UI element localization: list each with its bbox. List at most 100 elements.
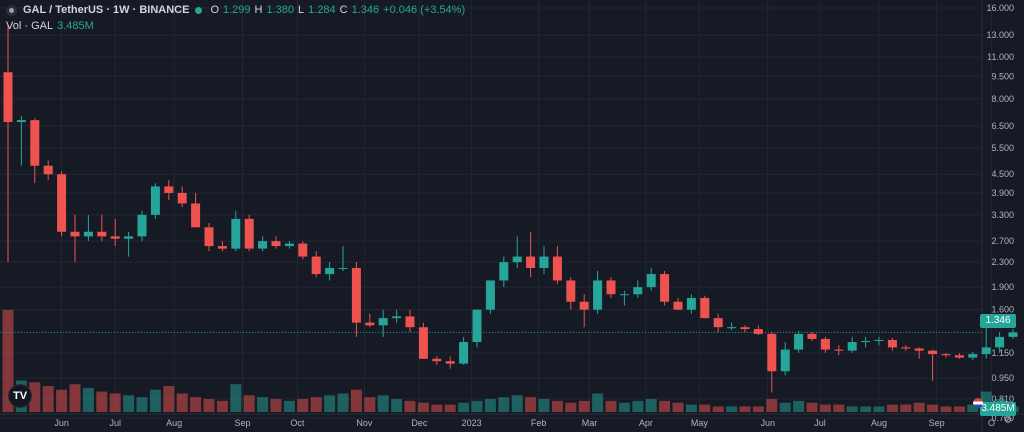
candle-body — [472, 309, 482, 343]
volume-bar — [779, 402, 791, 412]
volume-bar — [913, 402, 925, 412]
y-tick-label: 1.150 — [991, 348, 1014, 358]
volume-bar — [927, 404, 939, 412]
candle-body — [351, 267, 361, 323]
volume-bar — [2, 310, 14, 412]
volume-bar — [69, 384, 81, 412]
y-tick-label: 0.810 — [991, 394, 1014, 404]
volume-bar — [123, 395, 135, 412]
volume-label: Vol · GAL — [6, 20, 54, 32]
symbol-title[interactable]: GAL / TetherUS · 1W · BINANCE — [23, 4, 190, 16]
candle-body — [3, 72, 13, 123]
x-tick-label: O — [988, 418, 995, 428]
gal-coin-icon — [6, 4, 17, 16]
candle-body — [874, 339, 884, 341]
volume-badge: 3.485M — [980, 402, 1016, 416]
gear-icon[interactable]: ⚙ — [1003, 415, 1013, 426]
volume-bar — [565, 402, 577, 412]
x-tick-label: Nov — [356, 418, 373, 428]
candle-body — [713, 318, 723, 328]
volume-value: 3.485M — [57, 20, 94, 32]
candle-body — [566, 280, 576, 302]
volume-bar — [377, 395, 389, 412]
candle-body — [392, 316, 402, 319]
volume-bar — [230, 384, 242, 412]
volume-bar — [82, 387, 94, 412]
candle-body — [861, 340, 871, 343]
volume-bar — [310, 397, 322, 412]
volume-bar — [364, 397, 376, 412]
x-tick-label: Feb — [531, 418, 547, 428]
candle-body — [512, 256, 522, 263]
candle-body — [794, 333, 804, 350]
volume-bar — [940, 406, 952, 412]
x-tick-label: Jul — [109, 418, 121, 428]
candle-body — [311, 256, 321, 275]
volume-bar — [42, 386, 54, 412]
candle-body — [150, 186, 160, 215]
y-tick-label: 3.900 — [991, 188, 1014, 198]
y-tick-label: 6.500 — [991, 121, 1014, 131]
candle-body — [485, 280, 495, 310]
candle-body — [646, 274, 656, 288]
candle-body — [284, 243, 294, 247]
y-tick-label: 9.500 — [991, 71, 1014, 81]
volume-bar — [538, 399, 550, 412]
volume-bar — [176, 393, 188, 412]
candle-body — [137, 214, 147, 237]
candle-body — [593, 280, 603, 310]
volume-legend[interactable]: Vol · GAL 3.485M — [6, 20, 94, 32]
volume-bar — [632, 400, 644, 412]
volume-bar — [498, 397, 510, 412]
y-tick-label: 2.700 — [991, 236, 1014, 246]
volume-bar — [980, 391, 992, 412]
candle-body — [164, 186, 174, 193]
volume-bar — [471, 400, 483, 412]
candle-body — [231, 218, 241, 249]
candle-body — [673, 301, 683, 310]
volume-bar — [699, 404, 711, 412]
candle-body — [660, 274, 670, 302]
y-tick-label: 3.300 — [991, 210, 1014, 220]
candle-body — [43, 165, 53, 175]
y-tick-label: 13.000 — [986, 30, 1014, 40]
candle-body — [820, 338, 830, 350]
y-tick-label: 5.500 — [991, 143, 1014, 153]
high-label: H — [254, 4, 263, 16]
volume-bar — [592, 393, 604, 412]
close-value: 1.346 — [351, 4, 380, 16]
volume-bar — [444, 404, 456, 412]
us-flag-icon[interactable] — [973, 398, 983, 408]
candle-body — [271, 241, 281, 247]
x-tick-label: Oct — [290, 418, 305, 428]
volume-bar — [163, 386, 175, 412]
candle-body — [780, 349, 790, 372]
volume-bar — [190, 397, 202, 412]
volume-bar — [350, 389, 362, 412]
y-tick-label: 1.600 — [991, 305, 1014, 315]
candle-body — [579, 301, 589, 310]
close-label: C — [339, 4, 348, 16]
tradingview-logo[interactable]: TV — [8, 384, 32, 408]
candle-body — [97, 231, 107, 237]
y-tick-label: 16.000 — [986, 3, 1014, 13]
volume-bar — [136, 397, 148, 412]
candle-body — [499, 262, 509, 281]
candle-body — [740, 327, 750, 330]
volume-bar — [846, 406, 858, 412]
volume-bar — [551, 400, 563, 412]
candle-body — [954, 355, 964, 358]
y-tick-label: 0.700 — [991, 413, 1014, 423]
candle-body — [834, 349, 844, 351]
candle-body — [633, 287, 643, 295]
candle-body — [405, 316, 415, 328]
high-value: 1.380 — [266, 4, 295, 16]
y-tick-label: 2.300 — [991, 257, 1014, 267]
volume-bar — [525, 397, 537, 412]
candle-body — [753, 329, 763, 334]
volume-bar — [431, 404, 443, 412]
volume-bar — [270, 399, 282, 412]
volume-bar — [860, 406, 872, 412]
candle-body — [995, 336, 1005, 348]
